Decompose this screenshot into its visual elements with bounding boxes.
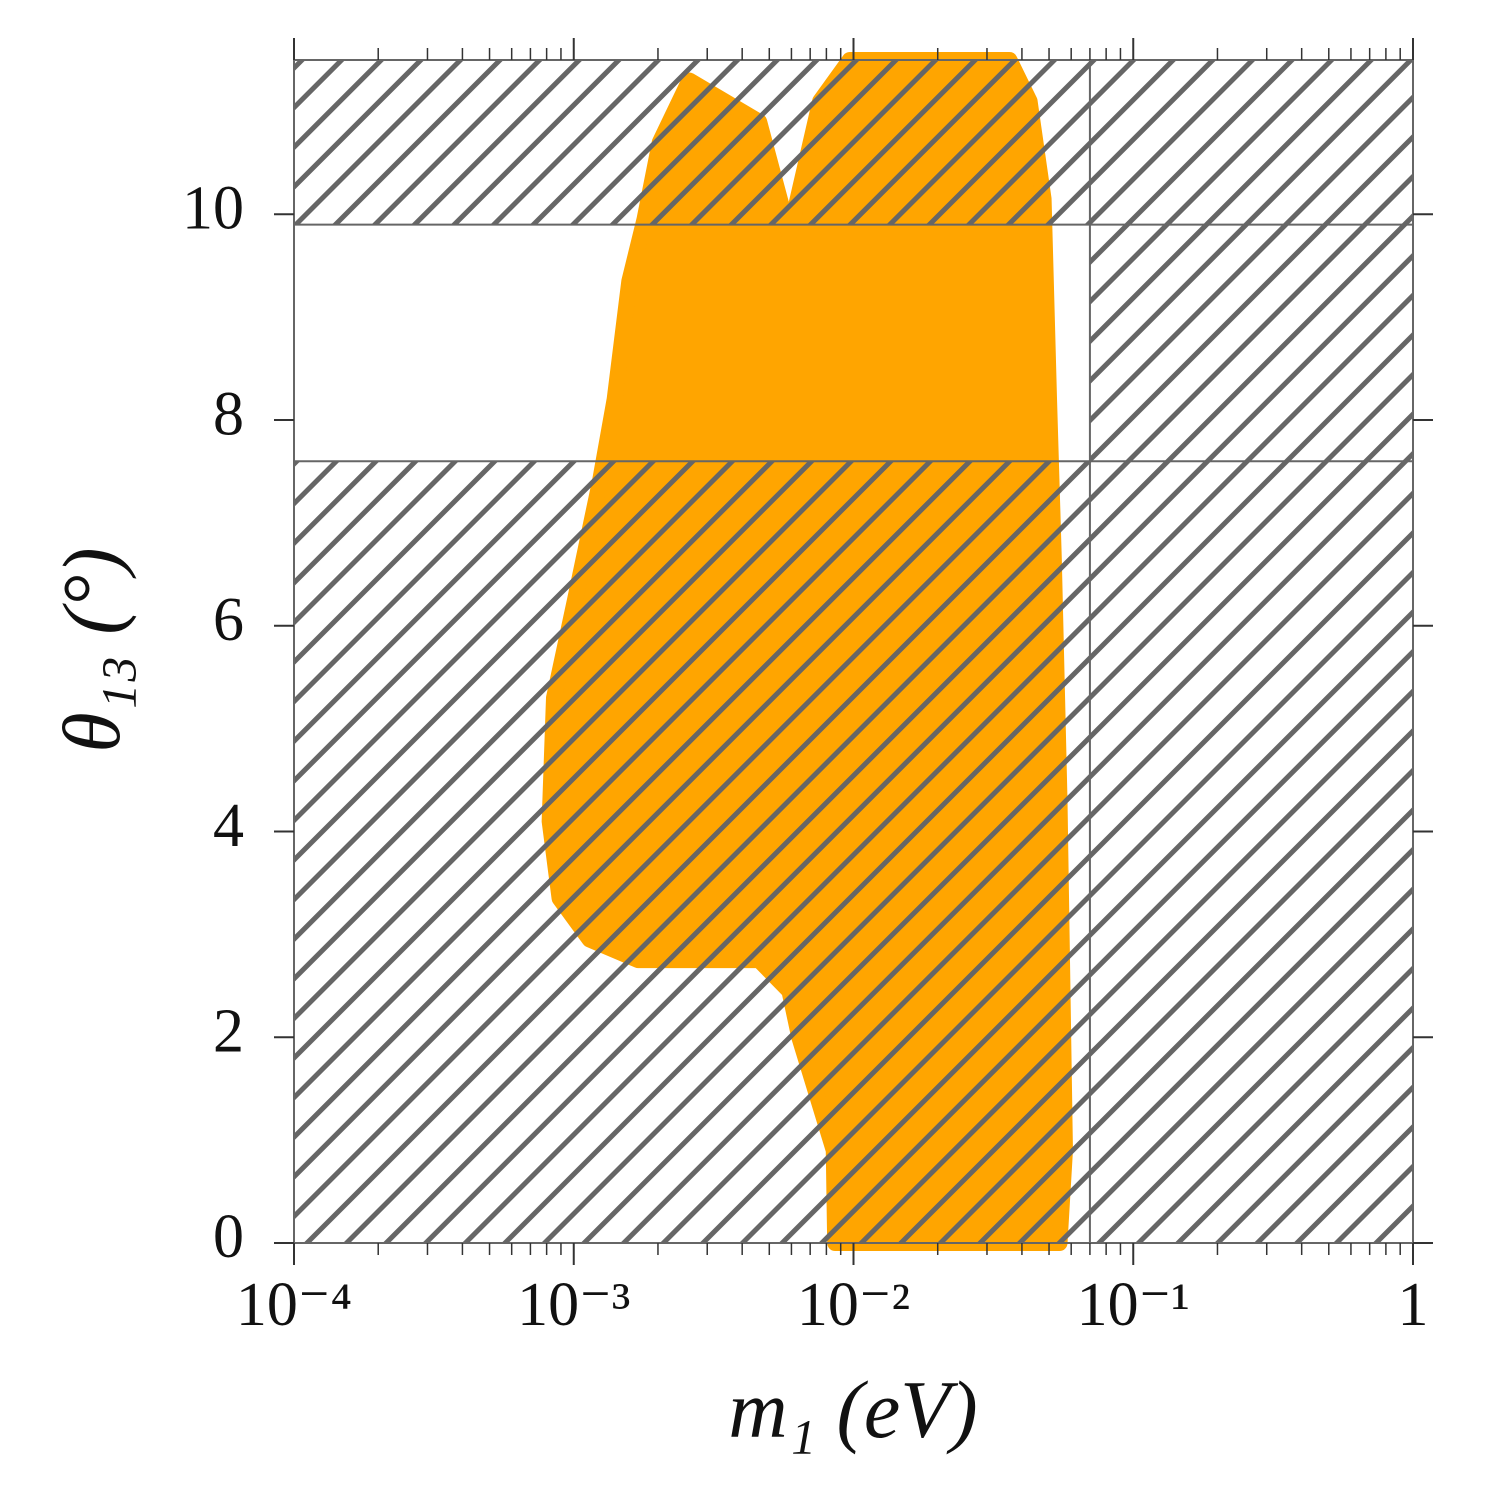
excluded-region	[1089, 224, 1413, 462]
y-tick-label: 4	[213, 792, 244, 860]
x-tick-label: 10⁻¹	[1077, 1271, 1190, 1339]
y-tick-label: 2	[213, 997, 244, 1065]
y-tick-label: 0	[213, 1203, 244, 1271]
excluded-region	[294, 461, 1413, 1244]
y-axis-label: θ₁₃ (°)	[46, 547, 137, 752]
x-tick-label: 1	[1398, 1271, 1429, 1339]
x-tick-label: 10⁻³	[517, 1271, 630, 1339]
x-tick-label: 10⁻²	[797, 1271, 910, 1339]
excluded-region	[294, 60, 1413, 225]
x-tick-label: 10⁻⁴	[236, 1271, 352, 1339]
y-tick-label: 10	[182, 175, 244, 243]
y-tick-label: 8	[213, 380, 244, 448]
x-axis-label: m₁ (eV)	[728, 1364, 977, 1455]
y-tick-label: 6	[213, 586, 244, 654]
plot-area	[274, 38, 1433, 1265]
